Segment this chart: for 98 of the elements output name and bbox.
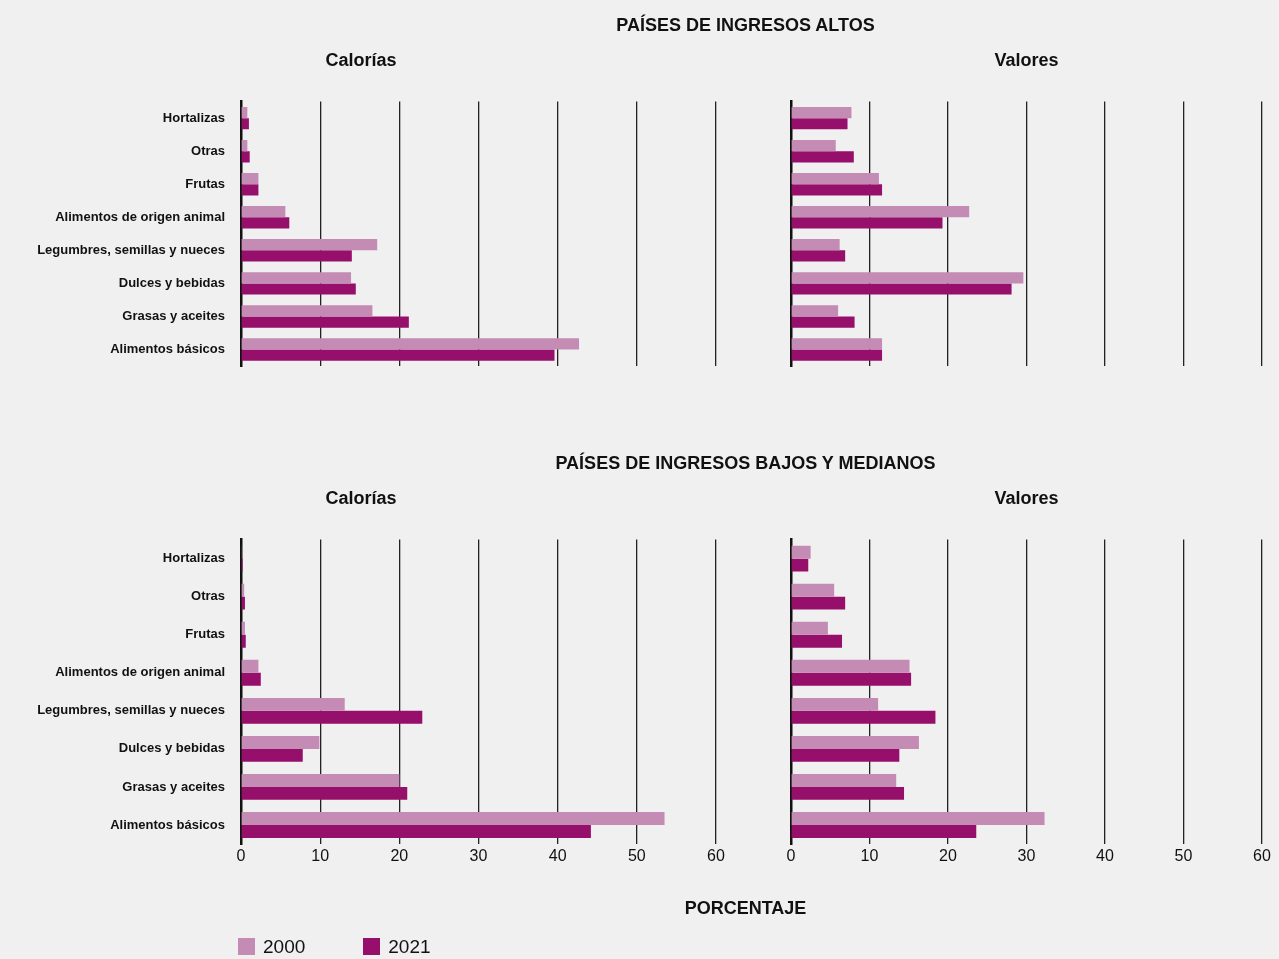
chart-title: Calorías — [325, 49, 397, 70]
bar — [791, 583, 835, 597]
bar — [241, 272, 352, 284]
bar — [791, 118, 848, 130]
x-tick-label: 60 — [1253, 847, 1271, 865]
y-tick-label: Grasas y aceites — [122, 308, 225, 323]
bar — [241, 697, 345, 711]
bar — [241, 672, 261, 686]
text: PAÍSES DE INGRESOS BAJOS Y MEDIANOS — [554, 453, 937, 474]
bar — [241, 283, 356, 295]
x-tick-label: 0 — [236, 847, 246, 865]
chart-title: Calorías — [325, 487, 397, 508]
y-tick-label: Legumbres, semillas y nueces — [37, 241, 225, 257]
y-tick-label: Dulces y bebidas — [118, 740, 225, 756]
bar — [241, 338, 580, 350]
bar — [791, 812, 1045, 825]
bar — [791, 272, 1024, 284]
bar — [791, 545, 811, 559]
bar — [791, 672, 912, 686]
bar — [791, 735, 919, 749]
bar — [241, 812, 665, 825]
x-tick-label: 10 — [311, 847, 330, 865]
bar — [791, 659, 910, 673]
bar — [241, 710, 423, 724]
bar — [241, 239, 378, 251]
bar — [241, 118, 249, 130]
bar — [241, 773, 400, 787]
bar — [791, 106, 852, 119]
bar — [241, 206, 286, 218]
y-tick-label: Otras — [191, 142, 225, 158]
bar — [241, 217, 290, 229]
bar — [791, 239, 840, 251]
y-tick-label: Hortalizas — [162, 550, 225, 566]
bar — [241, 659, 259, 673]
y-tick-label: Alimentos de origen animal — [55, 208, 225, 224]
text: PAÍSES DE INGRESOS ALTOS — [615, 15, 876, 36]
bar — [791, 316, 855, 328]
bar — [791, 773, 897, 787]
bar — [241, 305, 373, 317]
chart-title: Valores — [994, 49, 1059, 70]
legend-label: 2021 — [387, 936, 431, 958]
bar — [241, 172, 259, 185]
bar — [791, 172, 879, 185]
x-tick-label: 30 — [1017, 847, 1036, 865]
x-tick-label: 0 — [786, 847, 796, 865]
bar — [241, 621, 245, 635]
bar — [791, 206, 970, 218]
bar — [241, 349, 555, 361]
bar — [241, 316, 409, 328]
bar — [791, 305, 839, 317]
legend-label: 2000 — [262, 936, 306, 958]
y-tick-label: Grasas y aceites — [122, 778, 225, 794]
bar — [791, 217, 943, 229]
bar — [791, 151, 854, 163]
bar — [791, 283, 1012, 295]
chart-title: Valores — [994, 487, 1059, 508]
bar — [241, 748, 303, 762]
bar — [791, 349, 883, 361]
bar — [791, 338, 883, 350]
bar — [241, 596, 245, 610]
y-tick-label: Alimentos básicos — [110, 341, 225, 357]
bar — [241, 250, 352, 262]
x-axis-title: PORCENTAJE — [683, 898, 808, 919]
y-tick-label: Legumbres, semillas y nueces — [37, 702, 225, 718]
x-tick-label: 60 — [707, 847, 725, 865]
bar — [241, 151, 250, 163]
bar — [791, 634, 843, 648]
bar — [791, 697, 879, 711]
bar — [791, 710, 936, 724]
bar — [791, 786, 905, 800]
y-tick-label: Alimentos básicos — [110, 816, 225, 832]
bar — [791, 250, 846, 262]
y-tick-label: Frutas — [185, 175, 225, 191]
y-tick-label: Frutas — [185, 626, 225, 642]
bar — [241, 786, 408, 800]
bar — [791, 139, 836, 152]
x-tick-label: 50 — [627, 847, 646, 865]
x-tick-label: 40 — [1096, 847, 1114, 865]
bar — [791, 596, 846, 610]
x-tick-label: 20 — [390, 847, 409, 865]
x-tick-label: 30 — [469, 847, 488, 865]
bar — [241, 735, 320, 749]
y-tick-label: Hortalizas — [162, 109, 225, 125]
y-tick-label: Alimentos de origen animal — [55, 664, 225, 680]
y-tick-label: Dulces y bebidas — [118, 274, 225, 290]
bar — [791, 621, 828, 635]
bar — [241, 634, 246, 648]
bar — [241, 824, 591, 838]
y-tick-label: Otras — [191, 588, 225, 604]
x-tick-label: 40 — [548, 847, 567, 865]
x-tick-label: 10 — [860, 847, 879, 865]
bar — [241, 184, 259, 196]
bar — [791, 748, 900, 762]
x-tick-label: 50 — [1174, 847, 1193, 865]
bar — [791, 558, 809, 572]
x-tick-label: 20 — [939, 847, 957, 865]
bar — [791, 824, 977, 838]
bar — [791, 184, 883, 196]
